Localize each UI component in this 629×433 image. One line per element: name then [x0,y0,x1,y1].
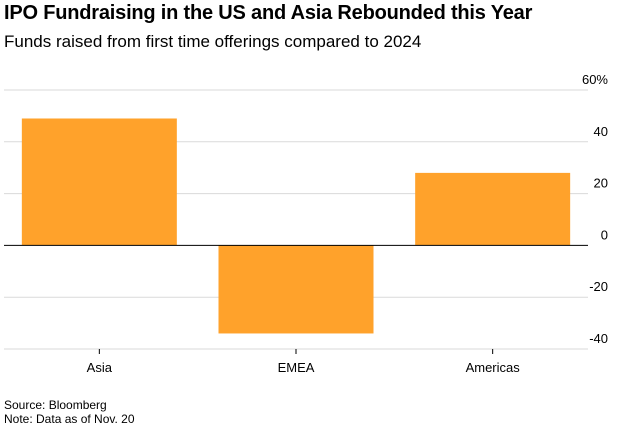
y-tick-label: 0 [601,227,608,242]
bars [21,118,571,334]
y-tick-label: -20 [589,279,608,294]
bar-emea [218,245,374,334]
y-axis-ticks: 60% 40 20 0 -20 -40 [582,72,608,346]
data-note: Note: Data as of Nov. 20 [4,412,135,426]
source-note: Source: Bloomberg [4,398,107,412]
y-tick-label: 40 [594,124,608,139]
y-tick-label: 60% [582,72,608,87]
y-tick-label: 20 [594,176,608,191]
chart-title: IPO Fundraising in the US and Asia Rebou… [4,2,533,24]
y-tick-label: -40 [589,331,608,346]
chart-subtitle: Funds raised from first time offerings c… [4,32,422,51]
bar-asia [21,118,177,246]
bar-americas [415,172,571,246]
x-tick-label: EMEA [278,360,315,375]
x-tick-label: Asia [87,360,113,375]
x-axis-ticks: Asia EMEA Americas [87,349,521,375]
x-tick-label: Americas [466,360,521,375]
